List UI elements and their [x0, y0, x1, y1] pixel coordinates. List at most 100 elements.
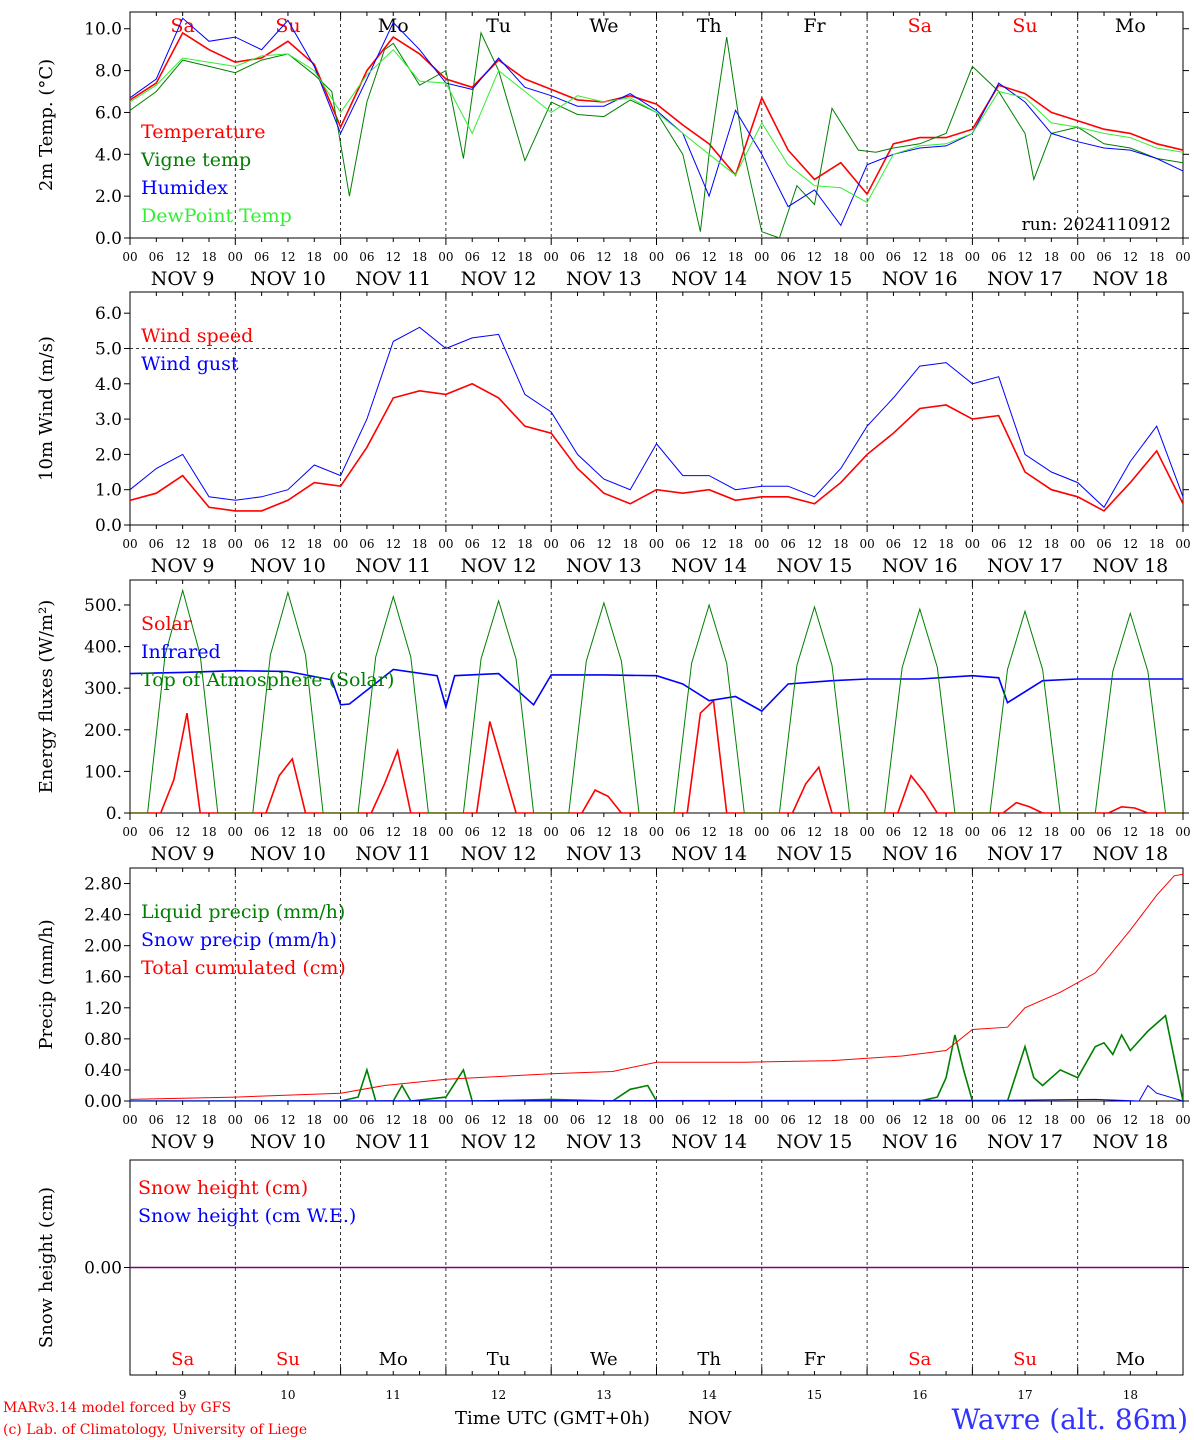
- legend-solar: Solar: [141, 613, 193, 635]
- x-date-label: NOV 14: [671, 1131, 747, 1153]
- x-tick-label: 06: [1096, 825, 1111, 839]
- x-tick-label: 00: [1175, 537, 1190, 551]
- panel-4: 0.00 0.40 0.80 1.20 1.60 2.00 2.40 2.80 Precip (…: [36, 867, 1191, 1153]
- x-tick-label: 06: [886, 250, 901, 264]
- x-date-label: NOV 9: [151, 268, 215, 290]
- x-tick-label: 00: [1175, 1113, 1190, 1127]
- x-date-label: NOV 16: [882, 843, 958, 865]
- x-tick-label: 06: [570, 825, 585, 839]
- x-tick-label: 06: [780, 825, 795, 839]
- x-tick-label: 06: [1096, 250, 1111, 264]
- x-tick-label: 06: [465, 825, 480, 839]
- x-tick-label: 00: [1070, 1113, 1085, 1127]
- x-tick-label: 18: [201, 537, 216, 551]
- day-number: 11: [386, 1388, 401, 1402]
- y-axis-label: Energy fluxes (W/m²): [36, 600, 57, 794]
- x-tick-label: 00: [1070, 825, 1085, 839]
- series-liquid-precip-mm-h-: [130, 1014, 1183, 1101]
- day-number: 17: [1017, 1388, 1032, 1402]
- day-abbr-top: Mo: [1115, 15, 1146, 37]
- x-tick-label: 18: [307, 825, 322, 839]
- y-tick-label: 3.0: [95, 410, 122, 430]
- x-date-label: NOV 11: [355, 843, 431, 865]
- x-date-label: NOV 12: [461, 555, 537, 577]
- day-number: 15: [807, 1388, 822, 1402]
- legend-liquid-precip-mm-h-: Liquid precip (mm/h): [141, 901, 345, 923]
- legend-dewpoint-temp: DewPoint Temp: [141, 205, 292, 227]
- x-tick-label: 06: [886, 537, 901, 551]
- y-tick-label: 0.40: [84, 1061, 122, 1081]
- day-abbr-top: Tu: [486, 15, 511, 37]
- x-tick-label: 12: [1123, 250, 1138, 264]
- x-tick-label: 06: [780, 250, 795, 264]
- credit-line-1: MARv3.14 model forced by GFS: [3, 1400, 231, 1416]
- x-date-label: NOV 9: [151, 555, 215, 577]
- x-tick-label: 00: [122, 825, 137, 839]
- x-tick-label: 00: [544, 1113, 559, 1127]
- x-tick-label: 12: [596, 825, 611, 839]
- day-number: 10: [280, 1388, 295, 1402]
- x-tick-label: 18: [833, 537, 848, 551]
- day-abbr-bottom: Mo: [1116, 1349, 1145, 1370]
- series-humidex: [130, 17, 1183, 227]
- x-tick-label: 12: [912, 825, 927, 839]
- legend-wind-gust: Wind gust: [141, 353, 239, 375]
- x-tick-label: 12: [596, 250, 611, 264]
- x-date-label: NOV 14: [671, 268, 747, 290]
- x-tick-label: 18: [728, 1113, 743, 1127]
- x-tick-label: 06: [570, 537, 585, 551]
- x-tick-label: 18: [833, 1113, 848, 1127]
- x-date-label: NOV 10: [250, 1131, 326, 1153]
- x-date-label: NOV 18: [1092, 268, 1168, 290]
- x-tick-label: 06: [465, 1113, 480, 1127]
- y-axis-label: Precip (mm/h): [36, 919, 57, 1049]
- x-tick-label: 12: [702, 1113, 717, 1127]
- y-tick-label: 300.: [84, 679, 122, 699]
- x-tick-label: 00: [544, 537, 559, 551]
- day-abbr-top: We: [589, 15, 618, 37]
- y-tick-label: 0.00: [84, 1092, 122, 1112]
- y-axis-label: Snow height (cm): [36, 1187, 57, 1348]
- y-tick-label: 400.: [84, 638, 122, 658]
- x-tick-label: 18: [1149, 1113, 1164, 1127]
- x-tick-label: 06: [254, 537, 269, 551]
- x-tick-label: 18: [517, 1113, 532, 1127]
- x-tick-label: 12: [175, 537, 190, 551]
- day-abbr-bottom: Mo: [379, 1349, 408, 1370]
- x-tick-label: 00: [438, 537, 453, 551]
- y-tick-label: 0.00: [84, 1259, 122, 1279]
- x-tick-label: 12: [807, 825, 822, 839]
- x-tick-label: 06: [149, 250, 164, 264]
- y-tick-label: 1.60: [84, 968, 122, 988]
- y-tick-label: 200.: [84, 721, 122, 741]
- x-tick-label: 12: [491, 825, 506, 839]
- panel-5: 0.00 Snow height (cm) Sa 9 Su 10 Mo 11 Tu 12 We 13 T…: [36, 1159, 1189, 1402]
- x-date-label: NOV 18: [1092, 555, 1168, 577]
- x-tick-label: 18: [412, 825, 427, 839]
- x-date-label: NOV 11: [355, 1131, 431, 1153]
- y-tick-label: 100.: [84, 762, 122, 782]
- x-tick-label: 00: [544, 825, 559, 839]
- y-tick-label: 2.0: [95, 445, 122, 465]
- x-tick-label: 06: [359, 250, 374, 264]
- y-axis-label: 2m Temp. (°C): [36, 59, 57, 191]
- day-abbr-top: Su: [275, 15, 300, 37]
- x-tick-label: 06: [1096, 1113, 1111, 1127]
- x-date-label: NOV 9: [151, 1131, 215, 1153]
- y-tick-label: 1.0: [95, 481, 122, 501]
- x-tick-label: 12: [1017, 250, 1032, 264]
- credit-line-2: (c) Lab. of Climatology, University of L…: [3, 1422, 307, 1438]
- day-abbr-bottom: Su: [1013, 1349, 1037, 1370]
- x-tick-label: 12: [491, 250, 506, 264]
- x-tick-label: 18: [938, 825, 953, 839]
- x-tick-label: 12: [1017, 537, 1032, 551]
- x-tick-label: 00: [333, 1113, 348, 1127]
- x-tick-label: 00: [122, 537, 137, 551]
- x-tick-label: 12: [175, 1113, 190, 1127]
- y-tick-label: 0.: [106, 804, 122, 824]
- x-tick-label: 12: [386, 250, 401, 264]
- x-tick-label: 06: [886, 825, 901, 839]
- x-date-label: NOV 12: [461, 1131, 537, 1153]
- run-label: run: 2024110912: [1022, 215, 1171, 235]
- day-number: 12: [491, 1388, 506, 1402]
